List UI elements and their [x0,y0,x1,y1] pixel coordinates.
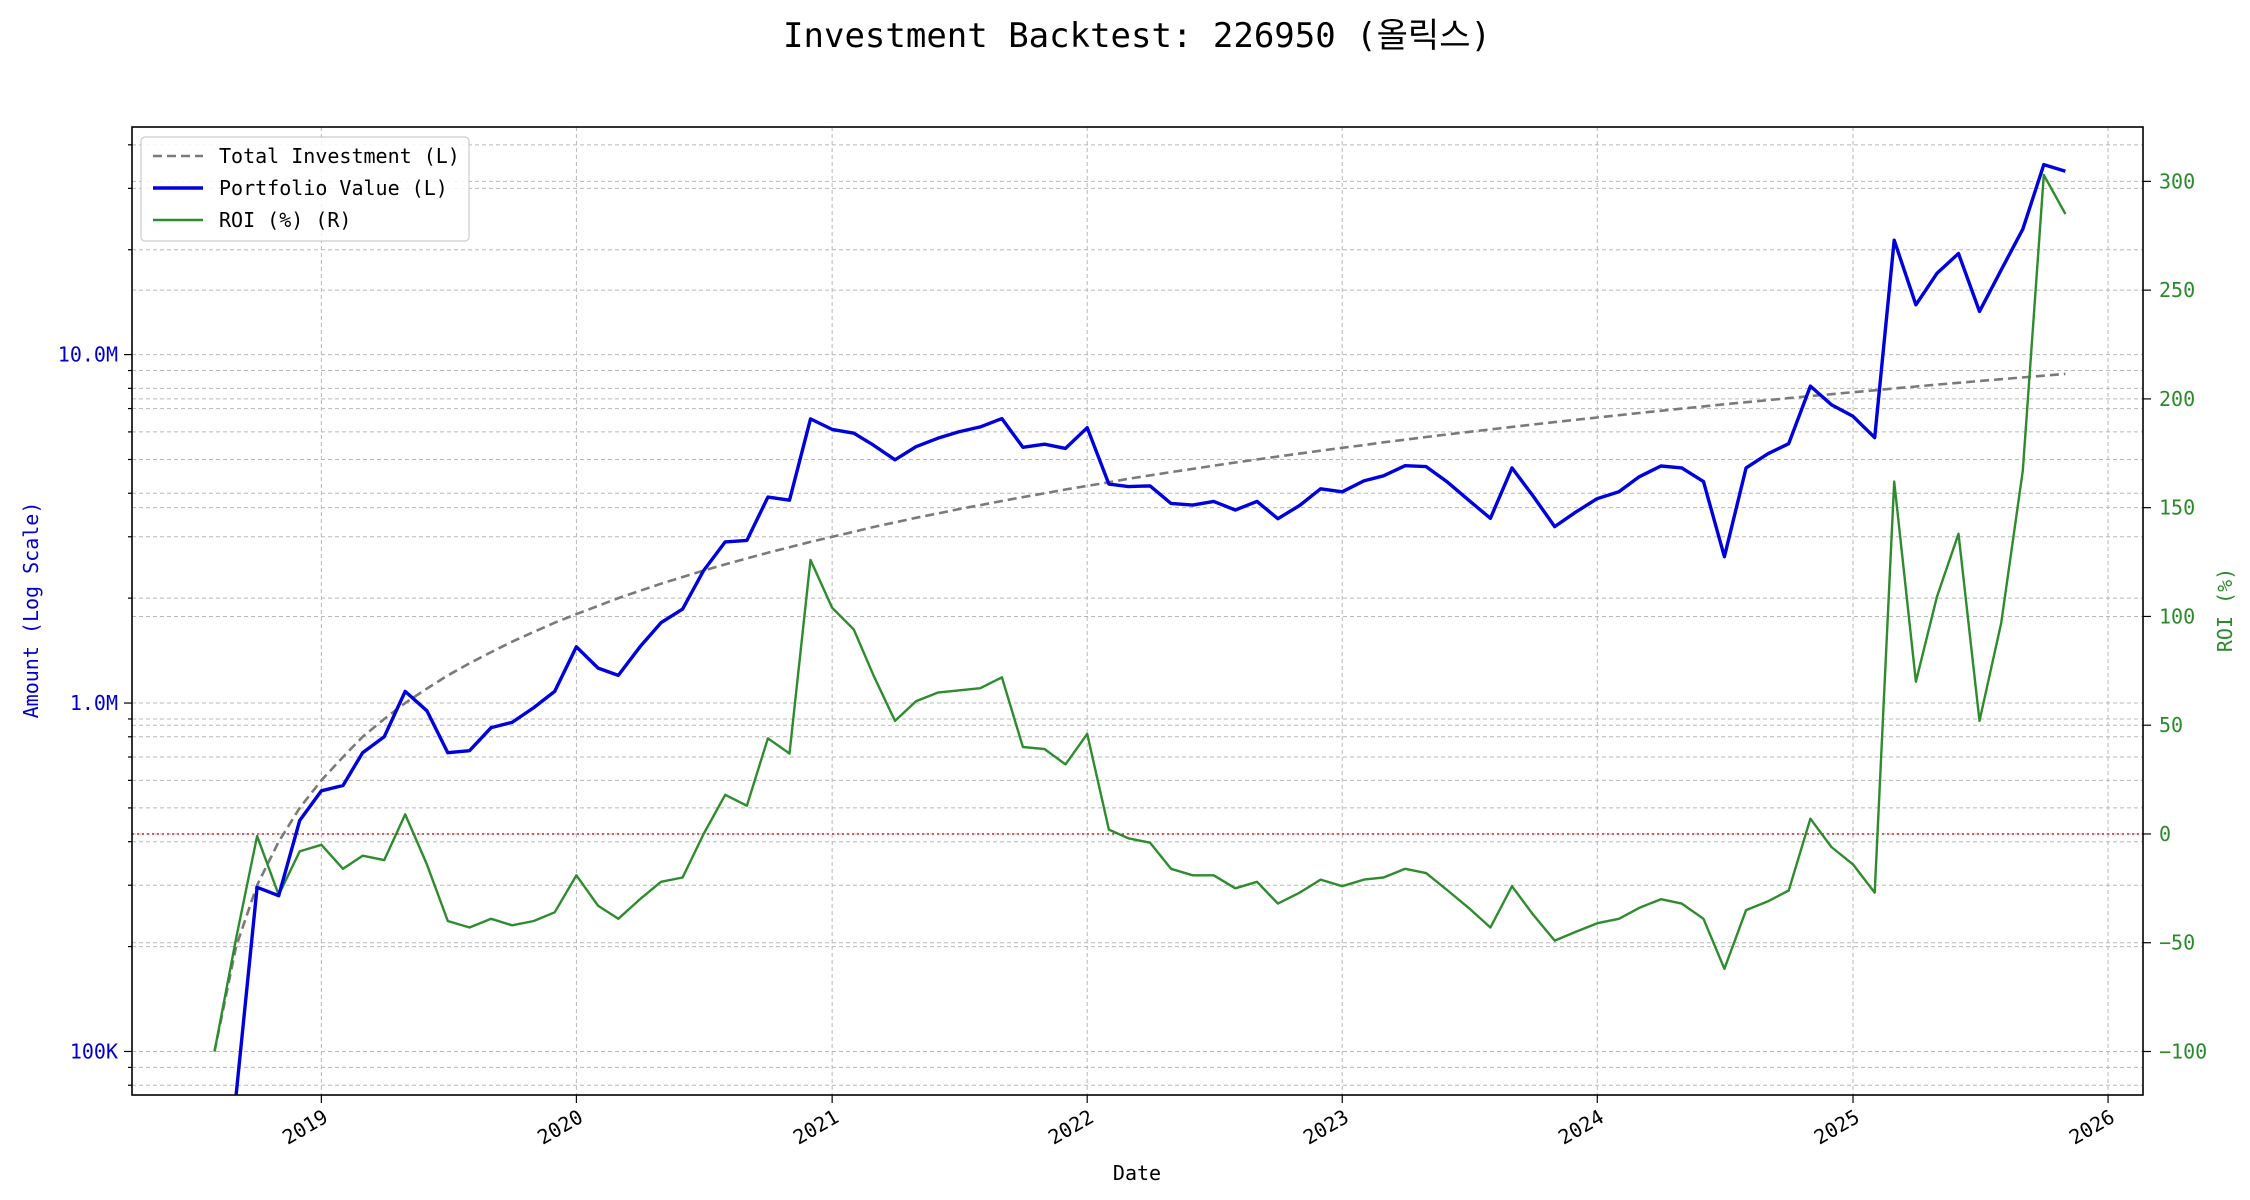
tick-label-right: −50 [2159,931,2195,955]
series-line-roi [213,173,2067,1052]
tick-label-left: 1.0M [70,691,118,715]
tick-label-right: 200 [2159,387,2195,411]
legend-box [140,136,470,242]
legend-label: Total Investment (L) [219,144,460,168]
tick-label-left: 100K [70,1039,118,1063]
tick-label-right: 250 [2159,278,2195,302]
tick-label-right: 50 [2159,713,2183,737]
tick-label-x: 2024 [1554,1105,1608,1150]
tick-label-right: 300 [2159,169,2195,193]
tick-label-right: 100 [2159,604,2195,628]
tick-label-x: 2022 [1044,1105,1098,1150]
y-axis-left-label: Amount (Log Scale) [19,502,43,719]
series-line-portfolio-value [234,162,2066,1096]
grid-lines [132,127,2143,1095]
x-axis-label: Date [1113,1161,1161,1185]
legend-label: Portfolio Value (L) [219,176,448,200]
chart-title: Investment Backtest: 226950 (올릭스) [783,16,1491,56]
legend: Total Investment (L) Portfolio Value (L) R… [140,136,470,242]
tick-label-left: 10.0M [58,343,118,367]
y-axis-right-label: ROI (%) [2213,568,2237,652]
tick-label-right: 0 [2159,822,2171,846]
axis-ticks: 100K 1.0M 10.0M −100 −50 0 50 100 150 200 250 300 20… [58,144,2207,1150]
tick-label-right: −100 [2159,1039,2207,1063]
tick-label-right: 150 [2159,496,2195,520]
tick-label-x: 2020 [533,1105,587,1150]
tick-label-x: 2023 [1299,1105,1353,1150]
plot-frame [131,126,2144,1096]
tick-label-x: 2019 [278,1105,332,1150]
tick-label-x: 2026 [2065,1105,2119,1150]
tick-label-x: 2025 [1810,1105,1864,1150]
legend-label: ROI (%) (R) [219,208,351,232]
series-lines [213,162,2067,1096]
tick-label-x: 2021 [789,1105,843,1150]
series-line-total-investment [213,372,2066,1052]
